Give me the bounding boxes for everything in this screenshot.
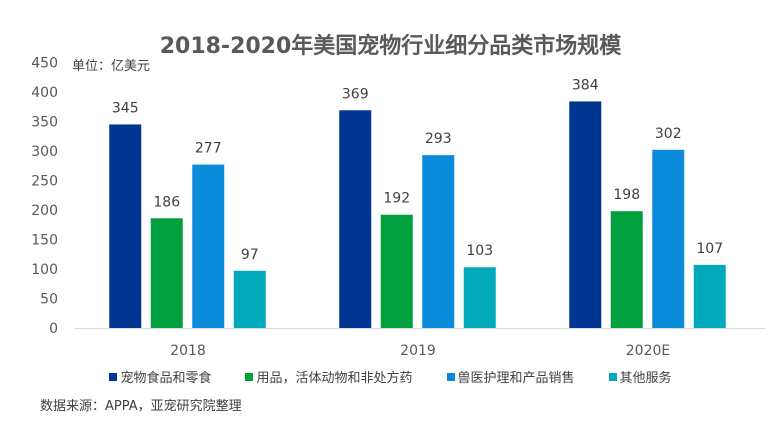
y-tick-label: 50 [40,292,58,308]
data-label: 186 [153,194,180,210]
source-note: 数据来源：APPA，亚宠研究院整理 [40,399,242,414]
legend-label: 宠物食品和零食 [120,371,212,386]
data-label: 107 [696,241,723,257]
data-label: 277 [195,141,222,157]
bar [192,164,225,328]
data-label: 198 [613,187,640,203]
legend-label: 其他服务 [619,371,672,386]
legend-item: 其他服务 [608,367,672,386]
y-tick-label: 450 [31,56,58,72]
data-label: 302 [655,126,682,142]
bar [150,218,183,328]
legend-item: 兽医护理和产品销售 [446,367,575,386]
bar [693,264,726,328]
legend-swatch [446,372,455,381]
data-label: 192 [383,191,410,207]
chart-title: 2018-2020年美国宠物行业细分品类市场规模 [159,34,622,59]
legend-label: 用品，活体动物和非处方药 [256,371,413,386]
y-tick-label: 100 [31,262,58,278]
data-label: 345 [112,100,139,116]
unit-label: 单位：亿美元 [72,59,151,74]
y-tick-label: 200 [31,203,58,219]
bar [109,124,142,328]
legend-swatch [109,372,118,381]
bar [610,211,643,328]
legend-item: 宠物食品和零食 [109,367,211,386]
bar [339,110,372,328]
data-label: 293 [425,131,452,147]
data-label: 384 [572,77,599,93]
bar [463,267,496,328]
legend-swatch [608,372,617,381]
y-tick-label: 250 [31,174,58,190]
bar [422,155,455,328]
legend-swatch [245,372,254,381]
data-label: 103 [466,243,493,259]
y-tick-label: 150 [31,233,58,249]
x-tick-label: 2019 [400,343,436,359]
y-tick-label: 350 [31,115,58,131]
y-tick-label: 400 [31,85,58,101]
bar [380,214,413,328]
bar [569,101,602,328]
legend-label: 兽医护理和产品销售 [457,371,575,386]
x-tick-label: 2018 [170,343,206,359]
data-label: 369 [342,86,369,102]
bar [233,270,266,328]
y-tick-label: 0 [49,321,58,337]
data-label: 97 [241,247,259,263]
legend-item: 用品，活体动物和非处方药 [245,367,413,386]
legend: 宠物食品和零食 用品，活体动物和非处方药 兽医护理和产品销售 其他服务 [0,367,781,386]
y-tick-label: 300 [31,144,58,160]
bar [652,149,685,328]
x-tick-label: 2020E [626,343,670,359]
